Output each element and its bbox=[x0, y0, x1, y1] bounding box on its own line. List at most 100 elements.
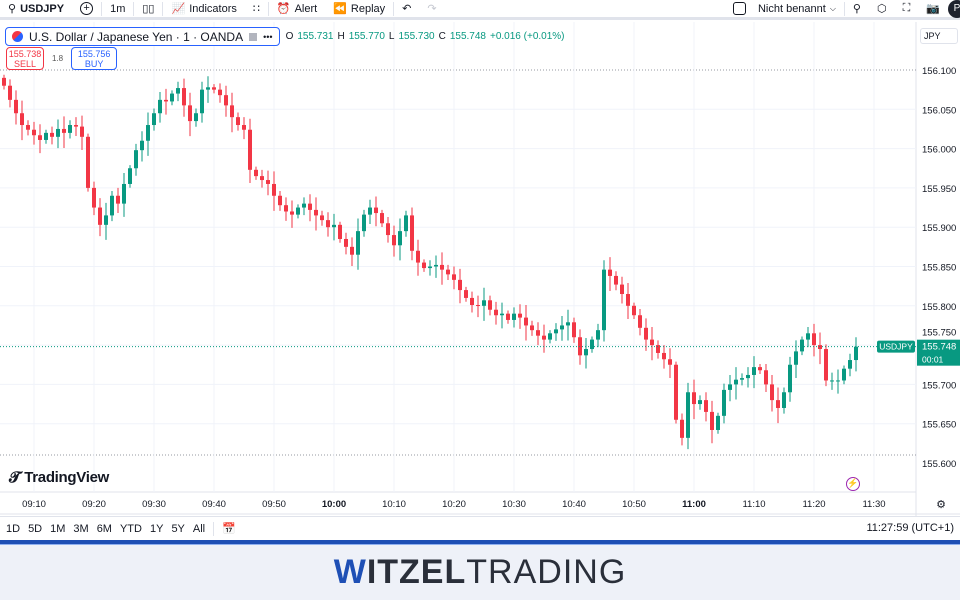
candle-up bbox=[698, 400, 702, 405]
footer-banner: WITZELTRADING bbox=[0, 545, 960, 600]
symbol-price-tag-label: USDJPY bbox=[879, 342, 913, 352]
candle-up bbox=[332, 224, 336, 228]
candle-up bbox=[854, 346, 858, 361]
candle-up bbox=[746, 374, 750, 379]
candle-down bbox=[770, 384, 774, 401]
candle-down bbox=[608, 269, 612, 276]
date-range-icon[interactable]: 📅 bbox=[222, 523, 236, 535]
currency-select[interactable]: JPY bbox=[920, 28, 958, 44]
y-tick-label: 155.600 bbox=[922, 459, 956, 470]
range-all[interactable]: All bbox=[192, 522, 206, 535]
candle-up bbox=[734, 379, 738, 385]
candle-down bbox=[188, 105, 192, 122]
ohlc-values: O 155.731 H 155.770 L 155.730 C 155.748 +0.0… bbox=[285, 31, 565, 42]
replay-button[interactable]: ⏪ Replay bbox=[333, 2, 386, 16]
compare-button[interactable]: + bbox=[72, 0, 101, 18]
lightning-icon[interactable]: ⚡ bbox=[846, 477, 860, 491]
sell-button[interactable]: 155.738 SELL bbox=[6, 47, 44, 70]
range-1d[interactable]: 1D bbox=[6, 522, 21, 535]
candle-down bbox=[320, 215, 324, 221]
candle-up bbox=[206, 87, 210, 90]
screenshot-button[interactable]: 📷 bbox=[918, 0, 948, 18]
candle-up bbox=[836, 380, 840, 382]
candle-down bbox=[164, 99, 168, 102]
range-1m[interactable]: 1M bbox=[50, 522, 66, 535]
fullscreen-button[interactable]: ⛶ bbox=[895, 0, 919, 18]
layout-button[interactable]: Nicht benannt ⌵ bbox=[725, 0, 844, 18]
more-icon[interactable]: ••• bbox=[263, 31, 273, 42]
alert-button[interactable]: ⏰ Alert bbox=[276, 2, 318, 16]
settings-button[interactable]: ⬡ bbox=[869, 0, 895, 18]
candle-down bbox=[80, 126, 84, 137]
spread: 1.8 bbox=[52, 54, 64, 63]
quick-search-button[interactable]: ⚲ bbox=[845, 0, 869, 18]
candle-up bbox=[302, 203, 306, 208]
x-tick-label: 10:40 bbox=[562, 499, 586, 510]
candle-down bbox=[416, 250, 420, 263]
y-tick-label: 156.000 bbox=[922, 145, 956, 156]
candle-up bbox=[68, 125, 72, 133]
range-5y[interactable]: 5Y bbox=[171, 522, 185, 535]
price-chart[interactable]: 156.100 156.050 156.000 155.950 155.900 155.8… bbox=[0, 22, 960, 516]
candle-up bbox=[566, 322, 570, 326]
y-tick-label: 156.100 bbox=[922, 66, 956, 77]
candle-down bbox=[644, 327, 648, 340]
candle-down bbox=[392, 235, 396, 246]
candle-down bbox=[20, 113, 24, 126]
range-3m[interactable]: 3M bbox=[73, 522, 89, 535]
candle-down bbox=[470, 297, 474, 306]
candle-down bbox=[338, 224, 342, 239]
candle-down bbox=[182, 88, 186, 106]
tradingview-logo: 𝓣 TradingView bbox=[9, 469, 109, 486]
symbol-title[interactable]: U.S. Dollar / Japanese Yen · 1 · OANDA •… bbox=[5, 27, 280, 46]
templates-button[interactable]: ∷ bbox=[245, 0, 268, 18]
candle-up bbox=[716, 415, 720, 430]
candle-up bbox=[296, 207, 300, 215]
buy-button[interactable]: 155.756 BUY bbox=[71, 47, 118, 70]
candle-down bbox=[758, 367, 762, 371]
candle-down bbox=[386, 223, 390, 236]
search-icon: ⚲ bbox=[8, 3, 17, 15]
range-6m[interactable]: 6M bbox=[96, 522, 112, 535]
candle-up bbox=[194, 113, 198, 122]
candle-down bbox=[218, 89, 222, 96]
symbol-price-tag bbox=[877, 340, 915, 353]
candle-down bbox=[14, 99, 18, 114]
x-tick-label: 11:10 bbox=[742, 499, 765, 510]
undo-button[interactable]: ↶ bbox=[394, 0, 419, 18]
candle-up bbox=[782, 392, 786, 408]
symbol-search-button[interactable]: ⚲ USDJPY bbox=[8, 2, 65, 16]
range-1y[interactable]: 1Y bbox=[149, 522, 164, 535]
candle-up bbox=[434, 264, 438, 267]
avatar[interactable]: P bbox=[948, 0, 960, 18]
candle-down bbox=[26, 125, 30, 130]
candle-down bbox=[506, 313, 510, 320]
quick-search-icon: ⚲ bbox=[852, 3, 861, 15]
y-tick-label: 155.900 bbox=[922, 223, 956, 234]
clock[interactable]: 11:27:59 (UTC+1) bbox=[866, 522, 954, 534]
candle-down bbox=[8, 85, 12, 100]
x-tick-label: 10:50 bbox=[622, 499, 646, 510]
candle-up bbox=[152, 113, 156, 126]
candle-down bbox=[536, 330, 540, 336]
rewind-icon: ⏪ bbox=[333, 3, 347, 15]
redo-button[interactable]: ↷ bbox=[419, 0, 444, 18]
candle-up bbox=[368, 207, 372, 215]
x-tick-label: 09:40 bbox=[202, 499, 226, 510]
candle-up bbox=[44, 132, 48, 140]
range-5d[interactable]: 5D bbox=[28, 522, 43, 535]
x-tick-label: 10:10 bbox=[382, 499, 406, 510]
candle-up bbox=[602, 269, 606, 331]
chart-type-button[interactable]: ▯▯ bbox=[134, 0, 162, 18]
x-tick-label: 10:00 bbox=[322, 499, 346, 510]
x-tick-label: 11:30 bbox=[862, 499, 885, 510]
candle-down bbox=[50, 132, 54, 137]
candle-up bbox=[560, 325, 564, 330]
indicators-button[interactable]: 📈 Indicators bbox=[171, 2, 237, 16]
candle-down bbox=[62, 128, 66, 133]
candle-down bbox=[656, 345, 660, 353]
range-ytd[interactable]: YTD bbox=[119, 522, 142, 535]
interval-button[interactable]: 1m bbox=[110, 2, 126, 15]
candle-down bbox=[212, 87, 216, 90]
candle-down bbox=[518, 313, 522, 318]
